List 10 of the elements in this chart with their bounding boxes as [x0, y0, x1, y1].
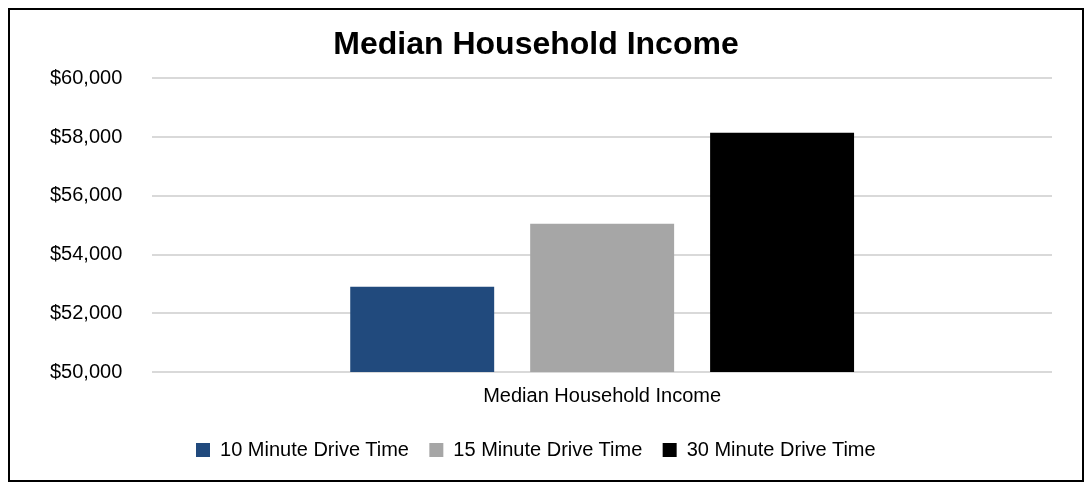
y-tick-label: $60,000 [50, 65, 123, 88]
legend-label: 10 Minute Drive Time [220, 437, 409, 460]
y-tick-label: $58,000 [50, 124, 123, 147]
y-tick-label: $56,000 [50, 183, 123, 206]
y-tick-label: $50,000 [50, 359, 123, 382]
legend-label: 15 Minute Drive Time [453, 437, 643, 460]
y-tick-label: $54,000 [50, 242, 123, 265]
chart-title: Median Household Income [333, 25, 739, 62]
y-tick-label: $52,000 [50, 300, 123, 323]
legend-label: 30 Minute Drive Time [686, 437, 876, 460]
